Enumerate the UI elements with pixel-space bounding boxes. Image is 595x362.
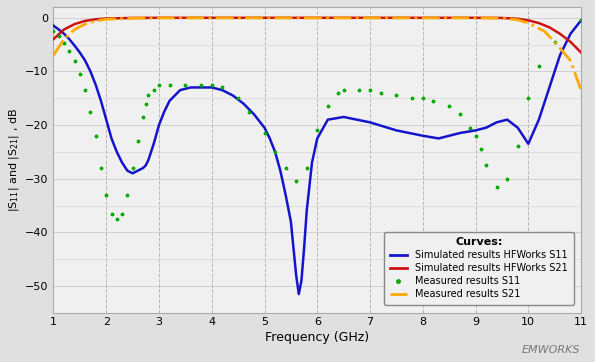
Text: EMWORKS: EMWORKS xyxy=(522,345,580,355)
Y-axis label: |S$_{11}$| and |S$_{21}$| , dB: |S$_{11}$| and |S$_{21}$| , dB xyxy=(7,108,21,212)
X-axis label: Frequency (GHz): Frequency (GHz) xyxy=(265,331,369,344)
Legend: Simulated results HFWorks S11, Simulated results HFWorks S21, Measured results S: Simulated results HFWorks S11, Simulated… xyxy=(384,232,574,305)
